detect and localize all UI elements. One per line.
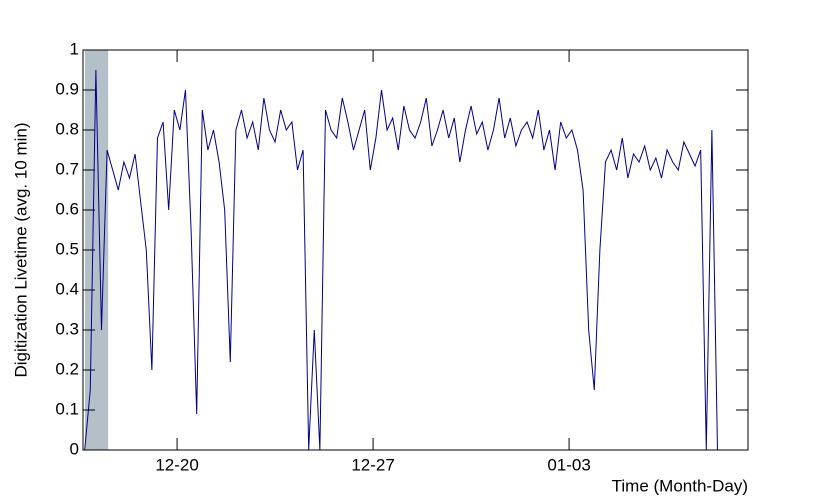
y-tick-label: 1 xyxy=(70,39,79,58)
y-tick-label: 0.1 xyxy=(55,399,79,418)
x-tick-label: 01-03 xyxy=(547,455,590,474)
x-tick-label: 12-27 xyxy=(351,455,394,474)
plot-frame xyxy=(82,49,749,451)
y-tick-label: 0.7 xyxy=(55,159,79,178)
y-tick-label: 0.9 xyxy=(55,79,79,98)
y-tick-label: 0.3 xyxy=(55,319,79,338)
y-tick-label: 0.4 xyxy=(55,279,79,298)
y-tick-label: 0.6 xyxy=(55,199,79,218)
data-line xyxy=(84,69,718,451)
y-axis-label: Digitization Livetime (avg. 10 min) xyxy=(11,122,30,377)
y-tick-label: 0 xyxy=(70,439,79,458)
y-tick-label: 0.2 xyxy=(55,359,79,378)
y-tick-label: 0.8 xyxy=(55,119,79,138)
x-axis-label: Time (Month-Day) xyxy=(612,476,748,495)
y-tick-label: 0.5 xyxy=(55,239,79,258)
x-tick-label: 12-20 xyxy=(155,455,198,474)
